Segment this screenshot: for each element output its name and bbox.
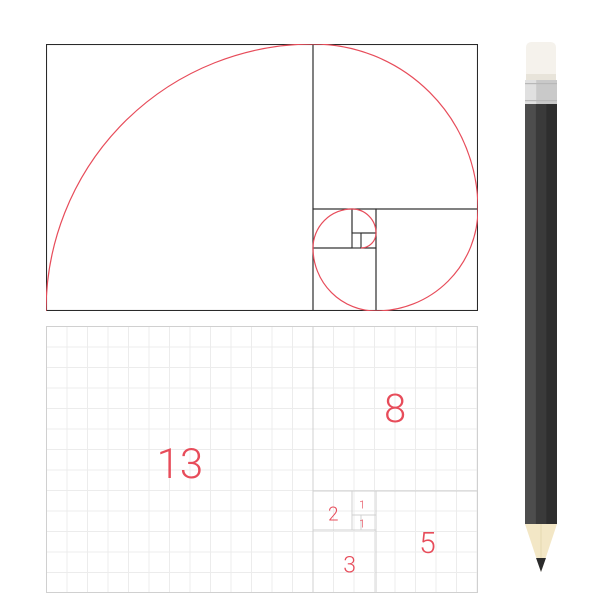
fibonacci-grid-diagram: 13 8 5 3 2 1 1 (46, 326, 478, 593)
illustration-canvas: 13 8 5 3 2 1 1 (0, 0, 612, 612)
fibonacci-label: 5 (419, 529, 436, 559)
fibonacci-label: 13 (157, 444, 204, 486)
golden-spiral-diagram (46, 44, 478, 311)
fibonacci-label: 3 (343, 553, 356, 576)
pencil-illustration (524, 42, 558, 572)
fibonacci-label: 2 (328, 505, 339, 524)
fibonacci-label: 1 (359, 519, 365, 530)
fibonacci-label: 1 (359, 500, 365, 511)
fibonacci-rect-outlines (46, 326, 478, 593)
fibonacci-label: 8 (384, 389, 406, 429)
